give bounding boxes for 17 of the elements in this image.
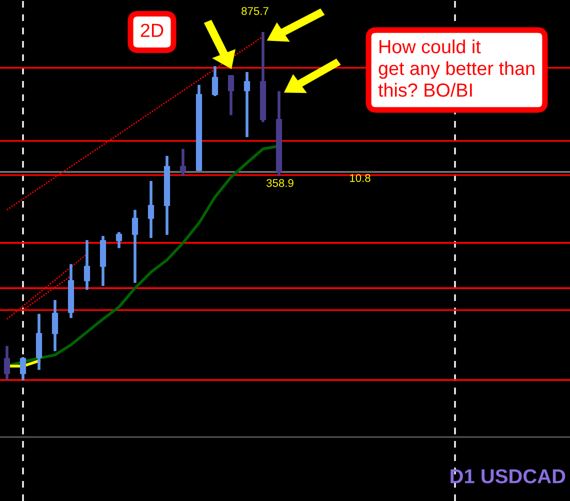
candlestick xyxy=(116,230,122,250)
annotation: 358.9 xyxy=(266,179,294,187)
candlestick xyxy=(228,74,234,117)
annotation: How could it get any better than this? BO/BI xyxy=(378,39,534,97)
candlestick xyxy=(244,70,250,138)
candlestick xyxy=(148,180,154,240)
annotation: 10.8 xyxy=(350,174,370,182)
candlestick xyxy=(212,64,218,98)
candlestick xyxy=(180,148,186,178)
candlestick xyxy=(84,238,90,292)
candlestick xyxy=(52,298,58,353)
candlestick xyxy=(4,344,10,382)
candlestick xyxy=(132,208,138,284)
candlestick xyxy=(20,356,26,382)
annotation: 2D xyxy=(140,24,164,37)
text: D1 USDCAD xyxy=(450,469,566,484)
text: 875.7 xyxy=(242,7,268,15)
